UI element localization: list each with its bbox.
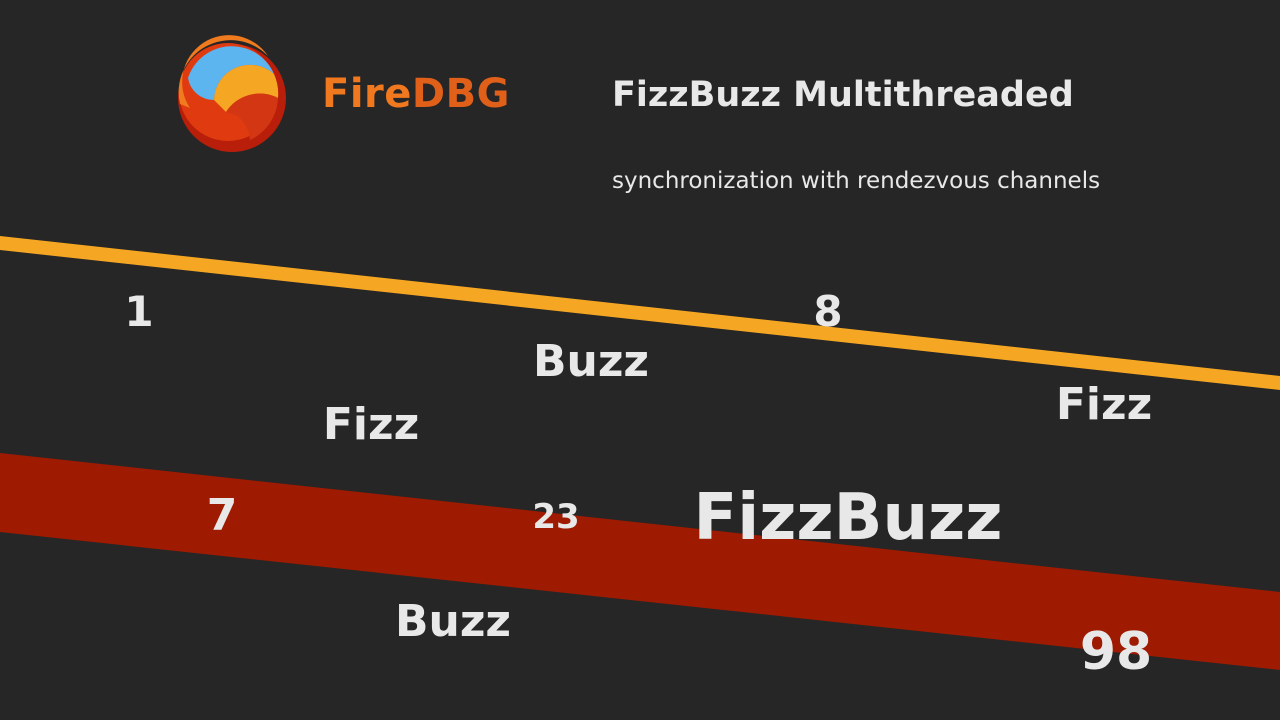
word-fizz-right: Fizz bbox=[1055, 379, 1153, 430]
word-7: 7 bbox=[206, 490, 238, 541]
word-8: 8 bbox=[813, 287, 843, 336]
slide-title: FizzBuzz Multithreaded bbox=[612, 75, 1074, 115]
word-1: 1 bbox=[124, 287, 154, 336]
word-23: 23 bbox=[532, 497, 580, 537]
orange-stripe bbox=[0, 236, 1280, 390]
word-98: 98 bbox=[1079, 622, 1153, 682]
brand-name-fire: Fire bbox=[322, 71, 412, 117]
red-band bbox=[0, 453, 1280, 670]
slide-subtitle: synchronization with rendezvous channels bbox=[612, 168, 1101, 194]
word-fizz-left: Fizz bbox=[322, 399, 420, 450]
firedbg-logo-icon bbox=[178, 35, 286, 152]
word-buzz-lower: Buzz bbox=[394, 596, 512, 647]
word-fizzbuzz: FizzBuzz bbox=[693, 481, 1003, 555]
brand-name-dbg: DBG bbox=[411, 71, 510, 117]
word-buzz-upper: Buzz bbox=[532, 336, 650, 387]
brand-name: FireDBG bbox=[322, 74, 510, 114]
